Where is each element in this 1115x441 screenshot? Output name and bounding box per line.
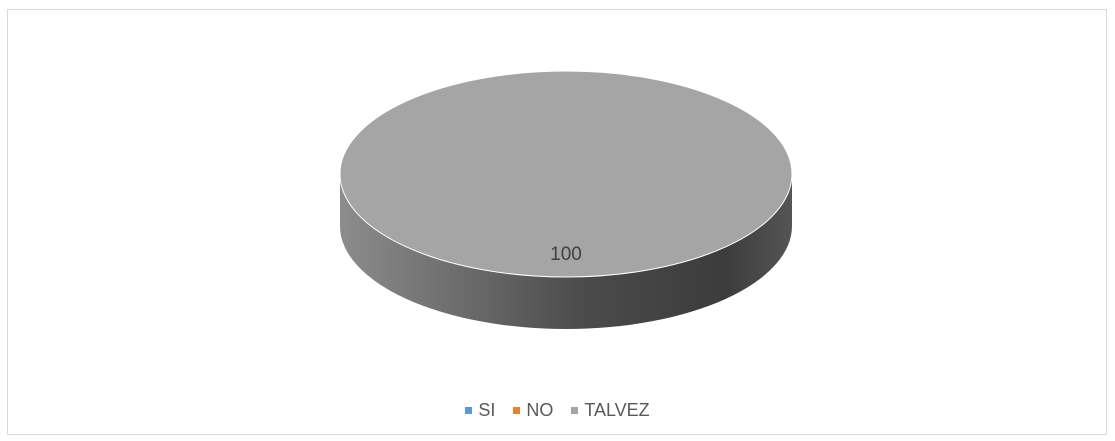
legend-item-no: NO — [513, 400, 553, 421]
legend-swatch-si — [465, 407, 473, 414]
legend-label-si: SI — [478, 400, 496, 420]
legend-swatch-talvez — [571, 407, 579, 414]
legend-item-si: SI — [465, 400, 495, 421]
chart-legend: SI NO TALVEZ — [0, 400, 1115, 421]
pie-slice-talvez — [339, 70, 793, 278]
legend-label-no: NO — [526, 400, 554, 420]
legend-swatch-no — [513, 407, 521, 414]
data-label-talvez: 100 — [550, 244, 582, 265]
legend-label-talvez: TALVEZ — [584, 400, 650, 420]
pie-side-wall — [340, 174, 792, 329]
legend-item-talvez: TALVEZ — [571, 400, 650, 421]
